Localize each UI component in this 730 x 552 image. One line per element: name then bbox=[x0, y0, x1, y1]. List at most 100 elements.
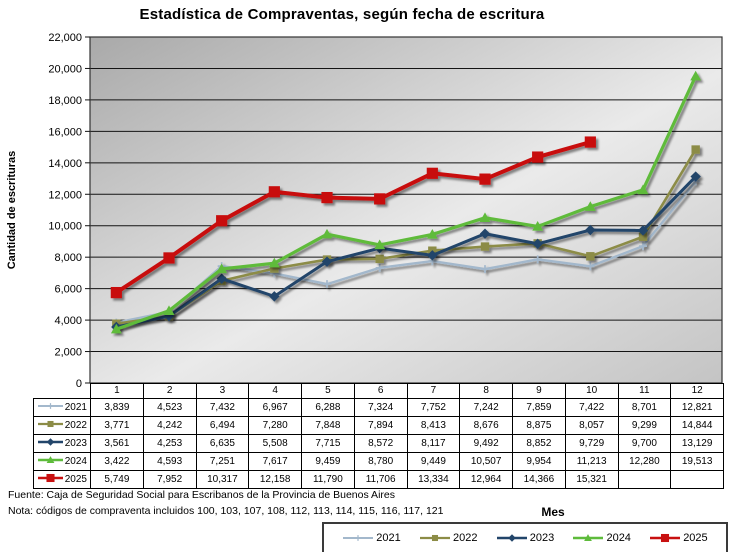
marker-diamond bbox=[585, 224, 596, 236]
table-cell: 6,635 bbox=[195, 434, 250, 453]
marker-diamond bbox=[532, 238, 543, 249]
month-header-cell: 6 bbox=[353, 383, 408, 399]
table-cell: 7,280 bbox=[248, 416, 302, 435]
series-year-label: 2021 bbox=[64, 401, 87, 413]
table-cell: 11,790 bbox=[301, 470, 355, 489]
table-cell: 13,334 bbox=[406, 470, 461, 489]
row-label-2025: 2025 bbox=[33, 470, 91, 489]
table-cell: 8,701 bbox=[617, 398, 672, 417]
table-cell: 8,780 bbox=[353, 452, 408, 471]
marker-plus bbox=[323, 280, 331, 289]
series-year-label: 2024 bbox=[64, 455, 87, 467]
marker-square bbox=[375, 254, 384, 264]
legend: 2021 2022 2023 2024 2025 bbox=[322, 522, 728, 552]
series-key-icon bbox=[37, 473, 64, 486]
table-cell bbox=[670, 470, 724, 489]
table-cell: 10,507 bbox=[459, 452, 513, 471]
svg-text:22,000: 22,000 bbox=[48, 32, 82, 44]
marker-diamond bbox=[46, 438, 55, 446]
series-key-icon bbox=[37, 401, 64, 414]
table-cell: 7,324 bbox=[353, 398, 408, 417]
data-table: 1 2 3 4 5 6 7 8 9 10 11 12 2021 3,839 4,523 7,432 6,967 6… bbox=[33, 383, 724, 489]
table-cell: 7,752 bbox=[406, 398, 461, 417]
table-cell: 7,848 bbox=[301, 416, 355, 435]
table-cell: 12,821 bbox=[670, 398, 724, 417]
table-row: 2025 5,749 7,952 10,317 12,158 11,790 11,706 13… bbox=[33, 470, 724, 489]
legend-key-2023 bbox=[496, 534, 527, 542]
table-cell: 8,057 bbox=[564, 416, 619, 435]
marker-triangle bbox=[584, 534, 593, 542]
table-cell: 12,280 bbox=[617, 452, 672, 471]
table-row: 2023 3,561 4,253 6,635 5,508 7,715 8,572 8,117 9… bbox=[33, 434, 724, 453]
plot-area bbox=[90, 37, 722, 383]
legend-key-2023 bbox=[38, 438, 63, 446]
table-cell: 8,676 bbox=[459, 416, 513, 435]
marker-square bbox=[47, 420, 54, 428]
marker-diamond bbox=[163, 310, 175, 322]
month-header-cell: 4 bbox=[248, 383, 302, 399]
table-cell: 8,852 bbox=[512, 434, 566, 453]
marker-square-large bbox=[268, 186, 280, 198]
marker-diamond bbox=[479, 228, 491, 239]
marker-triangle bbox=[532, 221, 544, 231]
table-cell: 11,706 bbox=[353, 470, 408, 489]
table-cell: 5,749 bbox=[90, 470, 144, 489]
table-cell: 7,894 bbox=[353, 416, 408, 435]
marker-diamond bbox=[507, 534, 516, 542]
row-label-2023: 2023 bbox=[33, 434, 91, 453]
table-cell: 7,715 bbox=[301, 434, 355, 453]
marker-plus bbox=[47, 403, 54, 409]
table-cell: 3,771 bbox=[90, 416, 144, 435]
table-cell: 3,422 bbox=[90, 452, 144, 471]
table-cell: 8,875 bbox=[512, 416, 566, 435]
legend-key-2024 bbox=[38, 456, 63, 464]
marker-triangle bbox=[584, 201, 596, 211]
month-header-cell: 5 bbox=[301, 383, 355, 399]
marker-triangle bbox=[163, 305, 175, 315]
chart-title: Estadística de Compraventas, según fecha… bbox=[139, 6, 545, 23]
table-cell: 9,459 bbox=[301, 452, 355, 471]
marker-triangle bbox=[110, 323, 122, 334]
table-cell: 7,422 bbox=[564, 398, 619, 417]
legend-item-2021: 2021 bbox=[342, 532, 401, 544]
table-cell: 7,617 bbox=[248, 452, 302, 471]
marker-diamond bbox=[321, 256, 333, 267]
table-cell: 9,954 bbox=[512, 452, 566, 471]
marker-square bbox=[586, 252, 595, 261]
legend-label: 2025 bbox=[683, 532, 708, 544]
table-cell: 7,242 bbox=[459, 398, 513, 417]
month-header-cell: 10 bbox=[564, 383, 619, 399]
marker-triangle bbox=[374, 239, 386, 250]
svg-text:6,000: 6,000 bbox=[54, 284, 82, 296]
table-cell: 11,213 bbox=[564, 452, 619, 471]
table-cell bbox=[617, 470, 672, 489]
table-cell: 7,251 bbox=[195, 452, 250, 471]
series-key-icon bbox=[37, 455, 64, 468]
legend-key-2021 bbox=[343, 535, 374, 541]
table-cell: 12,158 bbox=[248, 470, 302, 489]
marker-square-large bbox=[46, 473, 55, 483]
month-header-cell: 8 bbox=[459, 383, 513, 399]
marker-square-large bbox=[110, 286, 122, 299]
marker-plus bbox=[481, 265, 489, 274]
legend-item-2025: 2025 bbox=[649, 532, 708, 544]
table-cell: 4,242 bbox=[142, 416, 197, 435]
legend-label: 2023 bbox=[529, 532, 555, 544]
marker-square-large bbox=[532, 151, 544, 163]
series-2024 bbox=[110, 70, 702, 334]
table-cell: 3,561 bbox=[90, 434, 144, 453]
table-cell: 9,700 bbox=[617, 434, 672, 453]
legend-label: 2021 bbox=[376, 532, 401, 544]
legend-key-2024 bbox=[573, 534, 604, 542]
month-header-cell: 9 bbox=[512, 383, 566, 399]
legend-item-2022: 2022 bbox=[419, 532, 477, 544]
marker-diamond bbox=[637, 225, 649, 236]
marker-square-large bbox=[374, 193, 386, 205]
marker-triangle bbox=[321, 228, 333, 239]
marker-square-large bbox=[163, 252, 175, 264]
table-cell: 14,844 bbox=[670, 416, 724, 435]
marker-plus bbox=[639, 242, 647, 251]
marker-plus bbox=[586, 262, 595, 271]
series-year-label: 2025 bbox=[64, 473, 87, 485]
table-row: 2022 3,771 4,242 6,494 7,280 7,848 7,894 8,413 8… bbox=[33, 416, 724, 435]
